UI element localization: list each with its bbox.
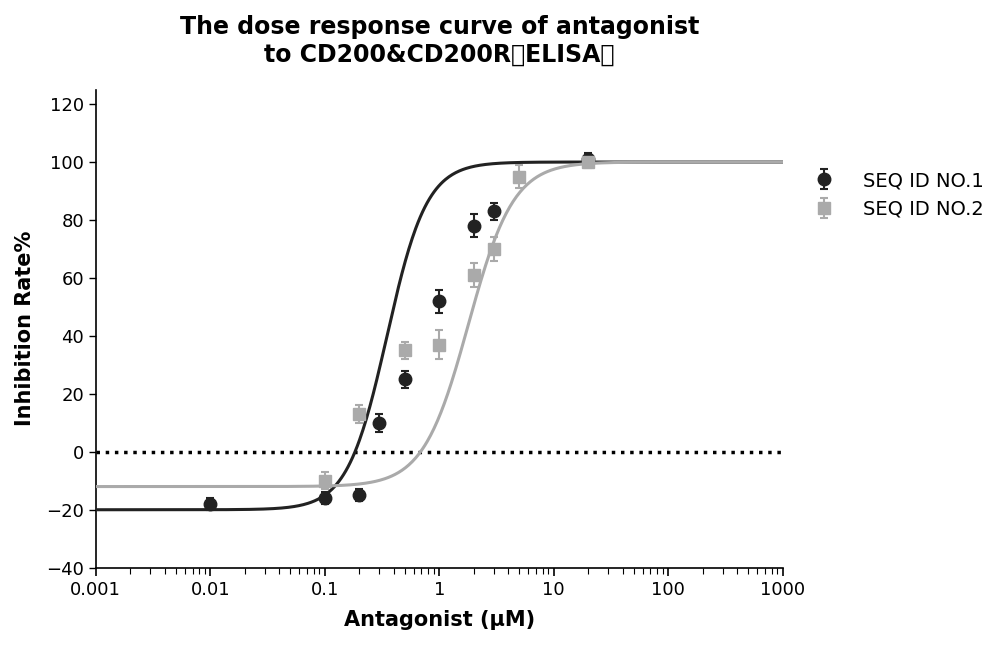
X-axis label: Antagonist (μM): Antagonist (μM) <box>344 610 535 630</box>
Title: The dose response curve of antagonist
to CD200&CD200R（ELISA）: The dose response curve of antagonist to… <box>180 15 699 67</box>
Y-axis label: Inhibition Rate%: Inhibition Rate% <box>15 231 35 426</box>
Legend: SEQ ID NO.1, SEQ ID NO.2: SEQ ID NO.1, SEQ ID NO.2 <box>799 171 984 219</box>
